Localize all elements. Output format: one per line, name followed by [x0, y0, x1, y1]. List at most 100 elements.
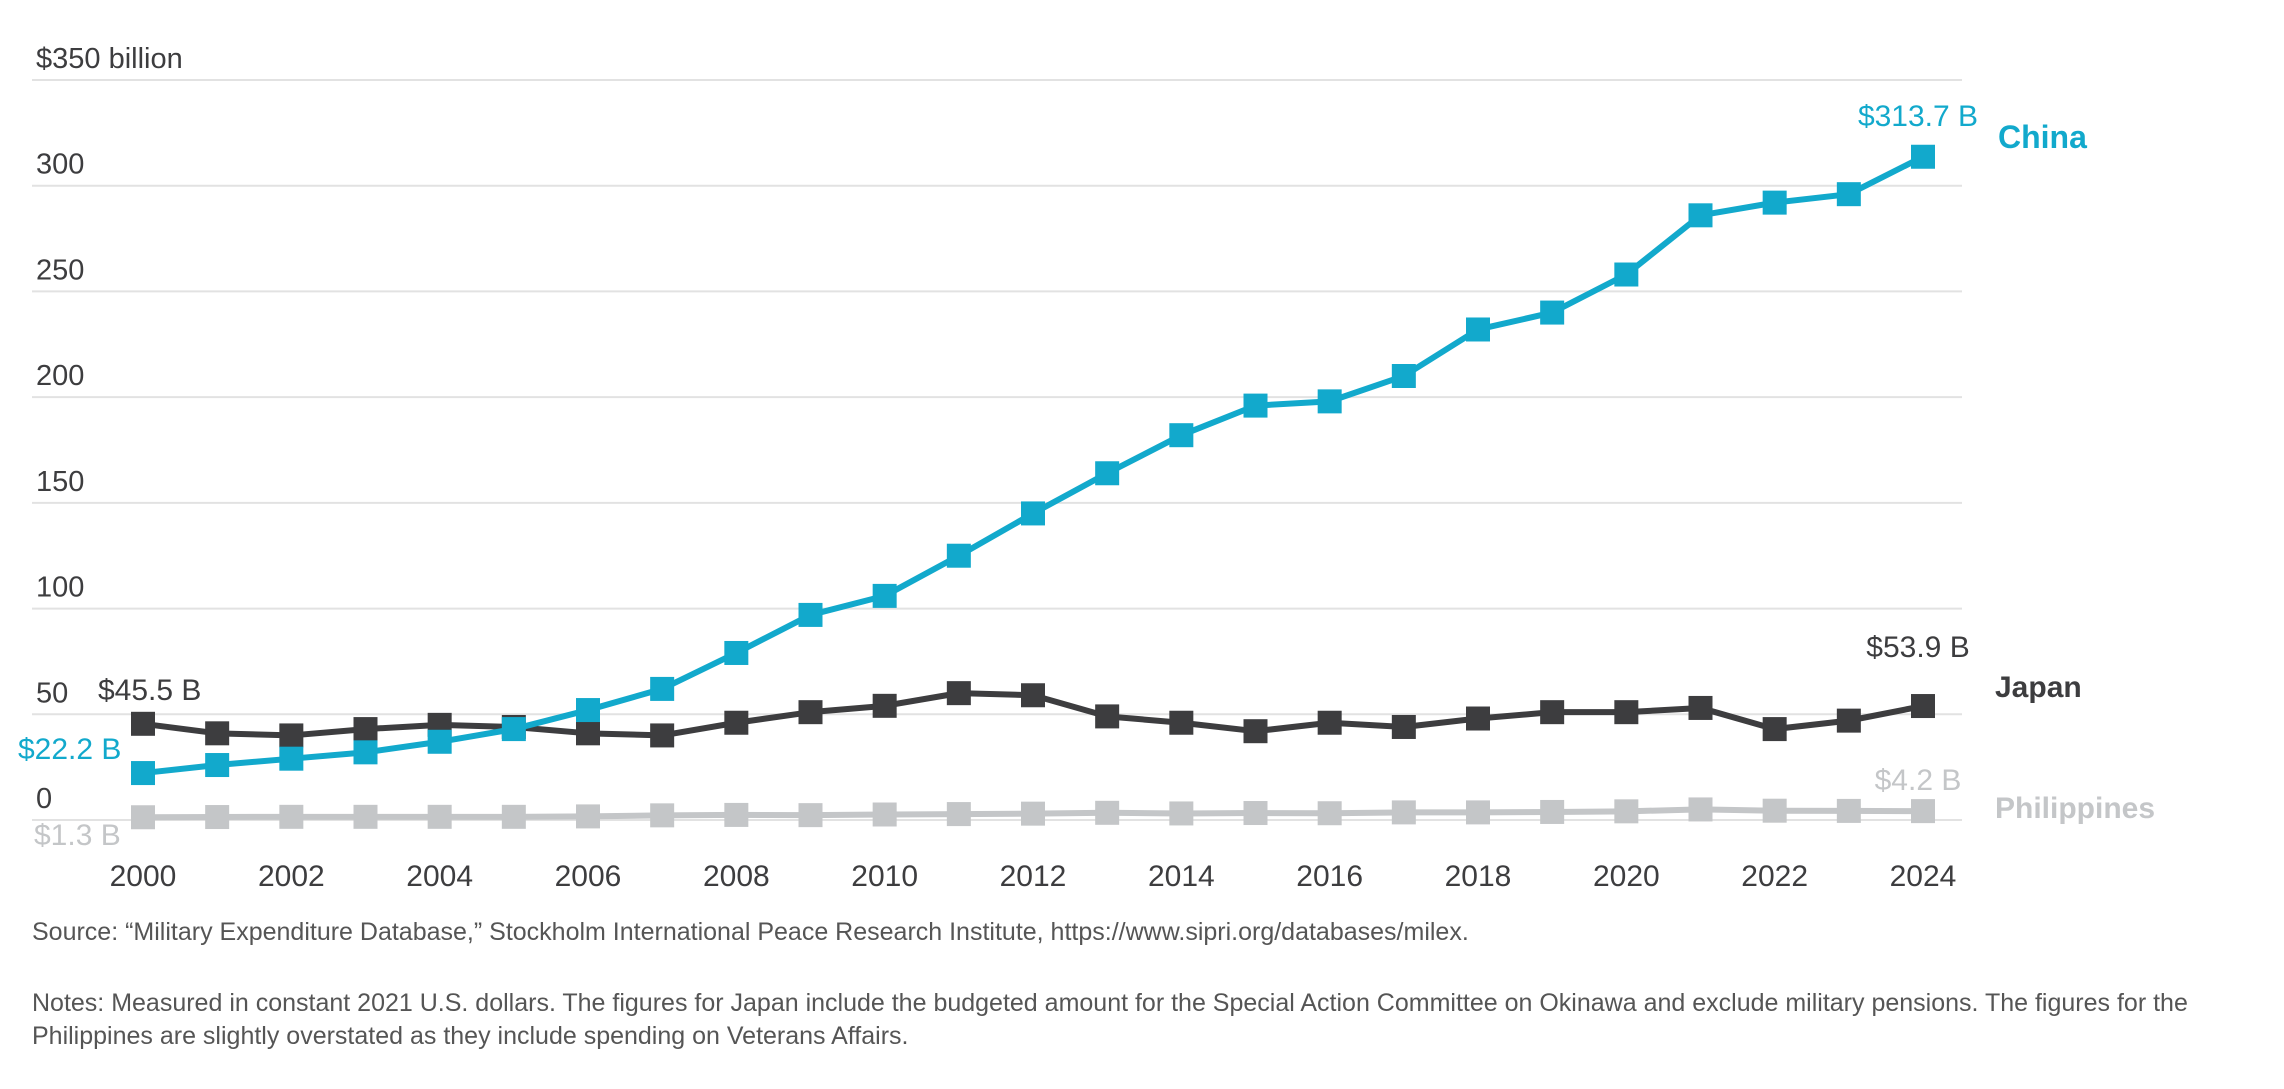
data-point-japan [1688, 695, 1713, 720]
data-point-philippines [501, 804, 526, 829]
data-point-china [1169, 423, 1194, 448]
data-point-philippines [650, 803, 675, 828]
data-point-philippines [946, 802, 971, 827]
x-tick-label: 2006 [555, 860, 622, 893]
data-point-japan [798, 700, 823, 725]
x-tick-label: 2008 [703, 860, 770, 893]
data-point-japan [131, 711, 155, 736]
data-point-philippines [1540, 799, 1565, 824]
data-point-philippines [1614, 799, 1639, 824]
x-tick-label: 2020 [1593, 860, 1660, 893]
series-line-china [142, 154, 1925, 777]
x-tick-label: 2004 [406, 860, 473, 893]
x-tick-label: 2014 [1148, 860, 1215, 893]
data-point-china [353, 740, 378, 765]
x-tick-label: 2022 [1741, 860, 1808, 893]
data-point-china [1466, 317, 1490, 342]
data-point-philippines [576, 804, 600, 829]
data-point-japan [650, 723, 675, 748]
data-point-japan [279, 723, 304, 748]
data-point-china [1836, 182, 1861, 207]
data-point-philippines [724, 802, 749, 827]
data-point-philippines [279, 804, 304, 829]
data-point-japan [1021, 683, 1045, 708]
data-point-philippines [353, 804, 378, 829]
data-point-china [1540, 300, 1565, 325]
data-point-philippines [1169, 801, 1194, 826]
data-point-china [427, 729, 452, 754]
data-point-japan [1391, 714, 1416, 739]
data-point-philippines [131, 805, 155, 830]
japan-end-label: $53.9 B [1866, 631, 1969, 664]
y-tick-label: 250 [36, 254, 84, 286]
data-point-philippines [1243, 801, 1268, 826]
data-point-china [1317, 389, 1342, 414]
data-point-china [1614, 262, 1639, 287]
data-point-philippines [1317, 801, 1342, 826]
data-point-japan [1911, 694, 1935, 719]
data-point-japan [1466, 706, 1490, 731]
data-point-china [1391, 364, 1416, 388]
y-tick-label: 150 [36, 466, 84, 498]
data-point-japan [1540, 700, 1565, 725]
data-point-japan [353, 717, 378, 742]
data-point-china [279, 746, 304, 771]
data-point-japan [1243, 719, 1268, 744]
data-point-china [1095, 461, 1120, 486]
data-point-japan [1762, 717, 1787, 742]
y-tick-label: 200 [36, 360, 84, 392]
x-tick-label: 2002 [258, 860, 325, 893]
data-point-china [1911, 144, 1935, 169]
data-point-japan [1317, 710, 1342, 735]
data-point-philippines [1021, 801, 1045, 826]
y-tick-label: 100 [36, 572, 84, 604]
x-tick-label: 2016 [1296, 860, 1363, 893]
data-point-japan [724, 710, 749, 735]
data-point-philippines [798, 803, 823, 828]
data-point-china [1243, 393, 1268, 418]
data-point-japan [1614, 700, 1639, 725]
data-point-japan [205, 721, 230, 746]
japan-start-label: $45.5 B [98, 674, 201, 707]
notes-text: Notes: Measured in constant 2021 U.S. do… [32, 989, 2188, 1050]
legend-china: China [1998, 119, 2087, 155]
data-point-philippines [1688, 797, 1713, 822]
data-point-japan [1169, 710, 1194, 735]
data-point-china [501, 717, 526, 742]
data-point-china [1762, 190, 1787, 215]
data-point-philippines [427, 804, 452, 829]
data-point-philippines [1911, 799, 1935, 824]
data-point-china [131, 761, 155, 786]
data-point-china [1688, 203, 1713, 228]
data-point-china [724, 640, 749, 665]
data-point-china [650, 676, 675, 701]
data-point-philippines [1762, 798, 1787, 823]
y-tick-label: 0 [36, 783, 52, 815]
x-tick-label: 2010 [851, 860, 918, 893]
data-point-philippines [872, 802, 897, 827]
data-point-japan [946, 681, 971, 706]
data-point-japan [1095, 704, 1120, 729]
data-point-philippines [205, 805, 230, 830]
data-point-philippines [1836, 798, 1861, 823]
data-point-china [205, 753, 230, 778]
data-point-china [872, 583, 897, 608]
line-chart: 0 50 100 150 200 250 300 $350 billion 2000 2002 20… [18, 43, 2155, 893]
data-point-japan [872, 693, 897, 718]
china-end-label: $313.7 B [1858, 100, 1978, 133]
philippines-start-label: $1.3 B [34, 819, 121, 852]
data-point-china [946, 543, 971, 568]
data-point-china [1021, 501, 1045, 526]
data-point-china [576, 698, 600, 723]
philippines-end-label: $4.2 B [1875, 764, 1962, 797]
data-point-japan [576, 721, 600, 746]
legend-japan: Japan [1995, 671, 2082, 704]
data-point-china [798, 602, 823, 627]
x-tick-label: 2012 [1000, 860, 1067, 893]
y-tick-label: 50 [36, 677, 68, 709]
x-tick-label: 2024 [1890, 860, 1957, 893]
data-point-philippines [1391, 800, 1416, 825]
source-note: Source: “Military Expenditure Database,”… [32, 918, 1469, 946]
legend-philippines: Philippines [1995, 792, 2155, 825]
x-tick-label: 2018 [1445, 860, 1512, 893]
